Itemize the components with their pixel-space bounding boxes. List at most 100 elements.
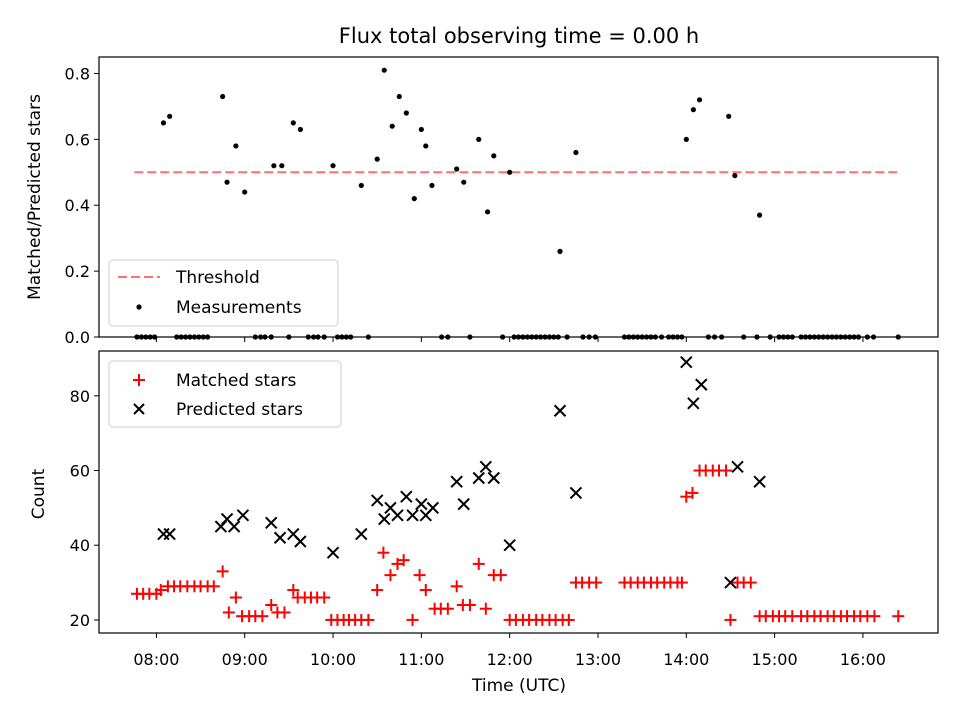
predicted-stars-point	[450, 475, 463, 488]
matched-stars-point	[675, 576, 688, 589]
measurement-point	[484, 209, 491, 215]
measurement-point	[491, 153, 497, 159]
predicted-stars-point	[695, 378, 708, 391]
predicted-stars-point	[391, 509, 404, 522]
y-tick-label: 0.8	[65, 64, 90, 83]
measurement-point	[683, 136, 689, 142]
predicted-stars-point	[406, 509, 419, 522]
y-tick-label: 80	[70, 387, 90, 406]
matched-stars-point	[287, 584, 300, 597]
matched-stars-point	[207, 580, 220, 593]
y-tick-label: 60	[70, 462, 90, 481]
predicted-stars-point	[265, 516, 278, 530]
measurement-point	[167, 113, 173, 119]
measurement-point	[507, 169, 513, 175]
matched-stars-point	[216, 565, 229, 578]
x-tick-label: 09:00	[222, 650, 268, 669]
predicted-stars-point	[326, 546, 340, 559]
ratio-legend-box	[108, 259, 339, 327]
matched-stars-legend-swatch	[133, 374, 145, 386]
matched-stars-point	[724, 613, 737, 626]
matched-stars-point	[265, 598, 278, 611]
measurement-point	[726, 113, 732, 119]
predicted-stars-point	[687, 397, 700, 410]
matched-stars-point	[441, 602, 454, 615]
ratio-panel: 0.00.20.40.60.8 Matched/Predicted stars …	[25, 56, 939, 347]
count-axes-frame	[98, 350, 939, 634]
y-tick-label: 40	[70, 536, 90, 555]
matched-stars-point	[222, 606, 235, 619]
matched-stars-point	[229, 591, 242, 604]
matched-stars-point	[256, 610, 269, 623]
x-tick-label: 10:00	[310, 650, 356, 669]
matched-stars-point	[318, 591, 331, 604]
measurement-point	[381, 67, 387, 73]
measurements-legend-swatch	[136, 304, 142, 310]
measurement-point	[358, 182, 364, 189]
x-tick-label: 15:00	[752, 650, 798, 669]
threshold-legend-label: Threshold	[175, 268, 260, 288]
measurement-point	[757, 212, 763, 218]
measurement-point	[557, 248, 563, 254]
ratio-legend: Threshold Measurements	[108, 259, 339, 327]
measurement-point	[233, 143, 239, 149]
count-panel: 20 40 60 80 08:00 09:00 10:00 11:00 12:00 13:00 1…	[29, 350, 939, 696]
matched-stars-point	[892, 610, 905, 623]
matched-stars-point	[278, 606, 291, 619]
predicted-stars-point	[753, 475, 766, 488]
matched-stars-point	[494, 569, 507, 582]
ratio-y-axis-label: Matched/Predicted stars	[25, 94, 45, 300]
matched-stars-point	[397, 554, 410, 567]
x-tick-label: 12:00	[487, 650, 533, 669]
matched-stars-point	[377, 546, 390, 559]
predicted-stars-point	[294, 535, 307, 548]
ratio-axes-frame	[98, 56, 939, 338]
count-legend: Matched stars Predicted stars	[108, 360, 342, 428]
ratio-x-ticks	[155, 337, 864, 342]
predicted-stars-legend-swatch	[133, 403, 145, 415]
matched-stars-point	[562, 613, 575, 626]
predicted-stars-point	[724, 576, 737, 589]
measurement-point	[454, 166, 460, 172]
y-tick-label: 0.6	[65, 130, 90, 149]
measurement-point	[411, 196, 417, 202]
matched-stars-point	[590, 576, 603, 589]
matched-stars-point	[384, 569, 397, 582]
predicted-stars-point	[569, 486, 583, 500]
matched-stars-legend-label: Matched stars	[176, 371, 296, 391]
predicted-stars-point	[731, 460, 744, 473]
y-tick-label: 0.0	[65, 328, 90, 347]
measurement-point	[160, 120, 167, 126]
count-x-axis-label: Time (UTC)	[471, 676, 566, 696]
matched-stars-point	[154, 584, 167, 597]
measurement-point	[297, 126, 303, 133]
measurement-point	[573, 149, 579, 156]
matched-stars-point	[391, 557, 404, 570]
predicted-stars-point	[378, 512, 391, 526]
matched-stars-point	[680, 490, 693, 503]
matched-stars-point	[406, 613, 419, 626]
measurement-point	[271, 163, 277, 169]
predicted-stars-point	[503, 539, 516, 552]
matched-stars-point	[413, 569, 426, 582]
predicted-stars-point	[400, 490, 413, 503]
matched-stars-point	[686, 486, 699, 499]
measurement-point	[224, 179, 230, 185]
ratio-marks	[134, 67, 901, 340]
matched-stars-point	[362, 613, 375, 626]
predicted-stars-legend-label: Predicted stars	[176, 400, 303, 420]
measurement-point	[418, 126, 424, 133]
count-legend-box	[108, 360, 342, 428]
y-tick-label: 0.2	[65, 262, 90, 281]
predicted-stars-point	[553, 404, 567, 417]
measurement-point	[696, 97, 703, 103]
measurements-legend-label: Measurements	[176, 298, 302, 318]
matched-stars-point	[472, 557, 485, 570]
matched-stars-point	[479, 602, 492, 615]
measurement-point	[429, 182, 435, 189]
count-marks	[130, 355, 905, 626]
predicted-stars-point	[236, 509, 250, 522]
y-tick-label: 0.4	[65, 196, 90, 215]
ratio-y-ticks: 0.0 0.2 0.4 0.6 0.8	[65, 64, 99, 347]
